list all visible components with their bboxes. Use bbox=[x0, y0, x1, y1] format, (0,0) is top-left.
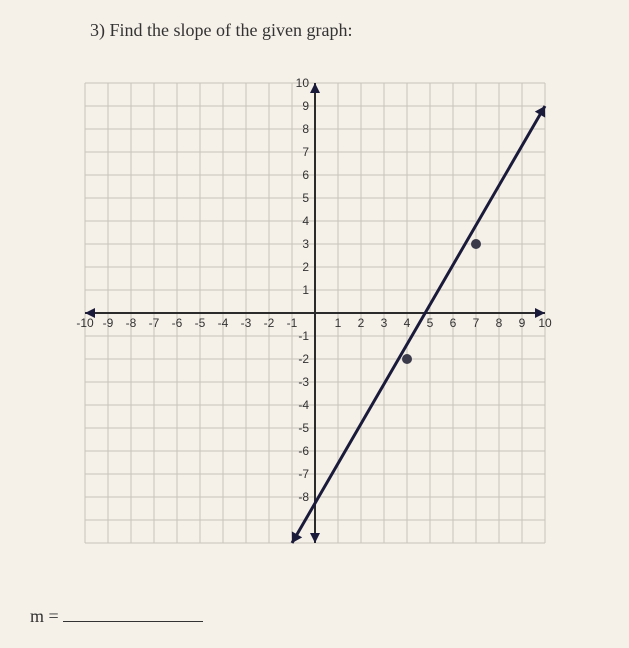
answer-blank[interactable] bbox=[63, 603, 203, 622]
svg-text:7: 7 bbox=[472, 316, 479, 330]
svg-text:10: 10 bbox=[295, 76, 309, 90]
svg-text:-6: -6 bbox=[171, 316, 182, 330]
answer-line: m = bbox=[30, 603, 599, 627]
question-number: 3) bbox=[90, 20, 105, 40]
svg-text:-3: -3 bbox=[298, 375, 309, 389]
svg-text:-2: -2 bbox=[298, 352, 309, 366]
svg-text:-3: -3 bbox=[240, 316, 251, 330]
svg-text:8: 8 bbox=[302, 122, 309, 136]
svg-text:8: 8 bbox=[495, 316, 502, 330]
svg-text:4: 4 bbox=[403, 316, 410, 330]
svg-text:-10: -10 bbox=[76, 316, 94, 330]
svg-text:7: 7 bbox=[302, 145, 309, 159]
svg-text:3: 3 bbox=[380, 316, 387, 330]
svg-text:2: 2 bbox=[357, 316, 364, 330]
graph-container: -10 -9 -8 -7 -6 -5 -4 -3 -2 -1 1 2 3 4 5 6 7 8 9 10 -8 -7 -6 -5… bbox=[30, 53, 599, 573]
svg-text:9: 9 bbox=[518, 316, 525, 330]
svg-text:4: 4 bbox=[302, 214, 309, 228]
svg-text:5: 5 bbox=[302, 191, 309, 205]
svg-text:-8: -8 bbox=[125, 316, 136, 330]
svg-text:3: 3 bbox=[302, 237, 309, 251]
svg-text:-8: -8 bbox=[298, 490, 309, 504]
svg-text:9: 9 bbox=[302, 99, 309, 113]
svg-text:-9: -9 bbox=[102, 316, 113, 330]
svg-text:-1: -1 bbox=[286, 316, 297, 330]
coordinate-graph: -10 -9 -8 -7 -6 -5 -4 -3 -2 -1 1 2 3 4 5 6 7 8 9 10 -8 -7 -6 -5… bbox=[55, 53, 575, 573]
question-prompt: Find the slope of the given graph: bbox=[110, 20, 353, 40]
svg-text:-7: -7 bbox=[298, 467, 309, 481]
question-text: 3) Find the slope of the given graph: bbox=[90, 20, 599, 41]
svg-text:6: 6 bbox=[302, 168, 309, 182]
answer-prefix: m = bbox=[30, 606, 59, 626]
svg-text:-5: -5 bbox=[194, 316, 205, 330]
svg-text:-4: -4 bbox=[298, 398, 309, 412]
svg-text:5: 5 bbox=[426, 316, 433, 330]
svg-text:6: 6 bbox=[449, 316, 456, 330]
svg-text:10: 10 bbox=[538, 316, 552, 330]
svg-text:-7: -7 bbox=[148, 316, 159, 330]
svg-text:1: 1 bbox=[302, 283, 309, 297]
svg-text:-2: -2 bbox=[263, 316, 274, 330]
svg-text:-6: -6 bbox=[298, 444, 309, 458]
svg-text:-5: -5 bbox=[298, 421, 309, 435]
svg-text:1: 1 bbox=[334, 316, 341, 330]
svg-text:2: 2 bbox=[302, 260, 309, 274]
svg-text:-1: -1 bbox=[298, 329, 309, 343]
svg-text:-4: -4 bbox=[217, 316, 228, 330]
